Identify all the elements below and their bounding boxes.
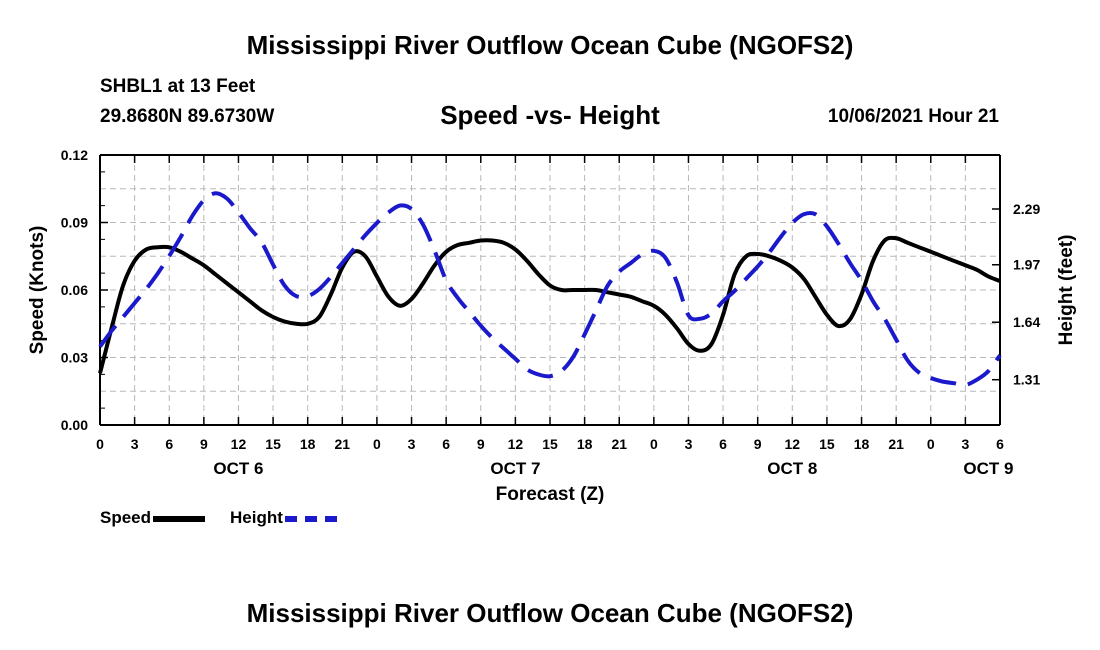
data-series [98, 191, 1002, 388]
x-tick-label: 9 [754, 436, 762, 452]
x-tick-label: 15 [542, 436, 558, 452]
x-tick-label: 9 [200, 436, 208, 452]
x-tick-label: 3 [961, 436, 969, 452]
x-tick-label: 21 [888, 436, 904, 452]
date-label: OCT 6 [213, 459, 263, 478]
y-axis-title-right: Height (feet) [1056, 235, 1077, 346]
legend-height-label: Height [230, 508, 283, 527]
station-label: SHBL1 at 13 Feet [100, 76, 256, 97]
legend-speed-swatch [153, 515, 206, 522]
x-tick-label: 3 [408, 436, 416, 452]
y-tick-label-left: 0.00 [61, 417, 88, 433]
x-tick-label: 18 [577, 436, 593, 452]
chart-title: Mississippi River Outflow Ocean Cube (NG… [246, 30, 854, 60]
x-tick-label: 3 [685, 436, 693, 452]
x-tick-label: 9 [477, 436, 485, 452]
x-tick-label: 12 [231, 436, 247, 452]
x-tick-label: 6 [996, 436, 1004, 452]
x-tick-label: 18 [300, 436, 316, 452]
x-tick-label: 0 [650, 436, 658, 452]
x-tick-label: 15 [265, 436, 281, 452]
station-coordinates: 29.8680N 89.6730W [100, 106, 275, 127]
x-tick-label: 21 [335, 436, 351, 452]
axes [99, 154, 1001, 426]
x-tick-label: 18 [854, 436, 870, 452]
forecast-datetime: 10/06/2021 Hour 21 [827, 106, 999, 127]
x-tick-label: 0 [927, 436, 935, 452]
x-tick-label: 6 [165, 436, 173, 452]
x-tick-label: 3 [131, 436, 139, 452]
x-tick-label: 0 [373, 436, 381, 452]
y-tick-label-left: 0.12 [61, 147, 88, 163]
y-tick-label-left: 0.03 [61, 350, 88, 366]
date-label: OCT 9 [963, 459, 1013, 478]
x-tick-label: 15 [819, 436, 835, 452]
y-tick-label-right: 1.64 [1013, 314, 1040, 330]
legend-speed-label: Speed [100, 508, 152, 527]
legend-height-swatch [284, 515, 337, 522]
axis-labels: 0 3 6 9 12 15 18 21 0 3 6 9 12 15 18 21 0 3 6 9 12 15 18 21 0 3 6 O… [27, 147, 1077, 505]
legend-speed: Speed [100, 508, 206, 528]
y-tick-label-right: 2.29 [1013, 201, 1040, 217]
date-label: OCT 8 [767, 459, 817, 478]
chart-subtitle: Speed -vs- Height [440, 100, 660, 130]
y-axis-title-left: Speed (Knots) [27, 226, 48, 355]
x-tick-label: 6 [719, 436, 727, 452]
x-tick-label: 0 [96, 436, 104, 452]
y-tick-label-left: 0.09 [61, 215, 88, 231]
y-tick-label-right: 1.31 [1013, 372, 1040, 388]
y-tick-label-right: 1.97 [1013, 257, 1040, 273]
series-line-height [98, 191, 1002, 388]
series-line-speed [98, 235, 1001, 374]
footer-title: Mississippi River Outflow Ocean Cube (NG… [246, 598, 854, 628]
x-tick-label: 6 [442, 436, 450, 452]
y-tick-label-left: 0.06 [61, 282, 88, 298]
x-tick-label: 12 [508, 436, 524, 452]
legend-height: Height [230, 508, 337, 528]
x-axis-title: Forecast (Z) [496, 484, 605, 505]
x-tick-label: 12 [785, 436, 801, 452]
date-label: OCT 7 [490, 459, 540, 478]
x-tick-label: 21 [611, 436, 627, 452]
